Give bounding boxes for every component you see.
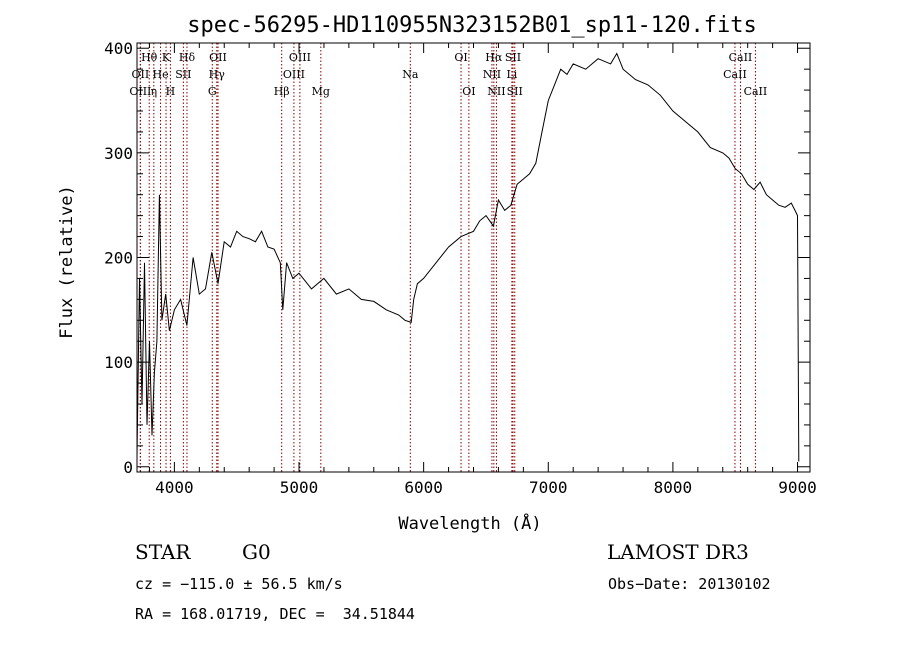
line-label: OI bbox=[462, 85, 475, 98]
line-markers bbox=[139, 43, 756, 472]
x-axis-ticks: 4000 5000 6000 7000 8000 9000 bbox=[148, 43, 817, 497]
line-label: CaII bbox=[729, 51, 753, 64]
line-label: Hγ bbox=[209, 68, 226, 81]
x-tick-label: 4000 bbox=[155, 478, 194, 497]
line-label: SII bbox=[505, 51, 521, 64]
line-label: CaII bbox=[744, 85, 768, 98]
chart-title: spec-56295-HD110955N323152B01_sp11-120.f… bbox=[187, 13, 757, 38]
plot-frame bbox=[136, 42, 811, 473]
line-label: He bbox=[153, 68, 169, 81]
x-tick-label: 7000 bbox=[529, 478, 568, 497]
line-label: OIII bbox=[129, 85, 151, 98]
line-label: SII bbox=[507, 85, 523, 98]
y-axis-ticks: 0 100 200 300 400 bbox=[104, 39, 810, 477]
y-tick-label: 300 bbox=[104, 144, 133, 163]
line-label: OII bbox=[132, 68, 150, 81]
line-label: Li bbox=[506, 68, 517, 81]
y-tick-label: 0 bbox=[123, 458, 133, 477]
line-label: Hθ bbox=[141, 51, 158, 64]
object-subclass: G0 bbox=[242, 540, 271, 564]
y-tick-label: 100 bbox=[104, 353, 133, 372]
x-axis-label: Wavelength (Å) bbox=[398, 512, 541, 534]
line-label: K bbox=[162, 51, 171, 64]
line-label: OII bbox=[209, 51, 227, 64]
line-label: Hα bbox=[485, 51, 503, 64]
x-tick-label: 5000 bbox=[280, 478, 319, 497]
line-label: G bbox=[208, 85, 217, 98]
y-tick-label: 400 bbox=[104, 39, 133, 58]
object-class: STAR bbox=[135, 540, 191, 564]
line-label: SII bbox=[175, 68, 191, 81]
survey-name: LAMOST DR3 bbox=[607, 540, 749, 564]
line-label: Hβ bbox=[274, 85, 290, 98]
line-label: NII bbox=[483, 68, 501, 81]
x-tick-label: 6000 bbox=[404, 478, 443, 497]
obs-date: Obs−Date: 20130102 bbox=[608, 575, 771, 593]
line-label: Na bbox=[402, 68, 419, 81]
line-label: Mg bbox=[312, 85, 330, 98]
coordinates: RA = 168.01719, DEC = 34.51844 bbox=[135, 605, 415, 623]
velocity-text: cz = −115.0 ± 56.5 km/s bbox=[135, 575, 343, 593]
y-axis-label: Flux (relative) bbox=[57, 185, 77, 339]
y-tick-label: 200 bbox=[104, 249, 133, 268]
x-tick-label: 8000 bbox=[654, 478, 693, 497]
line-label: OIII bbox=[283, 68, 305, 81]
line-label: OIII bbox=[289, 51, 311, 64]
line-label: Hδ bbox=[179, 51, 196, 64]
line-label: H bbox=[166, 85, 176, 98]
line-label: OI bbox=[454, 51, 467, 64]
x-tick-label: 9000 bbox=[778, 478, 817, 497]
spectrum-series-line bbox=[136, 52, 800, 462]
line-label: CaII bbox=[723, 68, 747, 81]
line-label: NII bbox=[487, 85, 505, 98]
line-label: η bbox=[151, 85, 158, 98]
